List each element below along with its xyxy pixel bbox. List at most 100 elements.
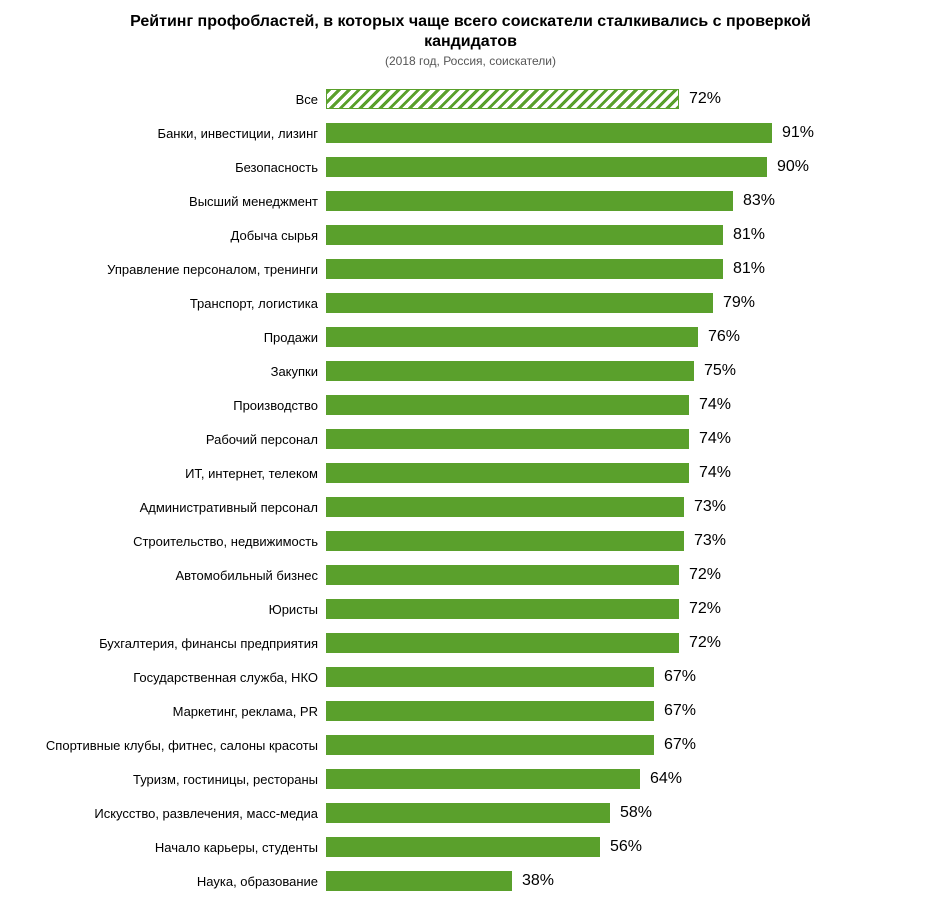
chart-row: Административный персонал 73% (18, 490, 923, 524)
chart-row: Транспорт, логистика 79% (18, 286, 923, 320)
chart-bar (326, 123, 772, 143)
chart-row-track: 72% (326, 626, 923, 660)
chart-row: Юристы72% (18, 592, 923, 626)
chart-bar (326, 395, 689, 415)
chart-row-value: 74% (699, 396, 731, 414)
chart-row-value: 72% (689, 566, 721, 584)
chart-bar (326, 871, 512, 891)
chart-row-track: 75% (326, 354, 923, 388)
chart-row-label: Транспорт, логистика (18, 296, 326, 311)
chart-row-value: 73% (694, 498, 726, 516)
chart-row-label: Наука, образование (18, 874, 326, 889)
chart-bar (326, 259, 723, 279)
chart-bar (326, 327, 698, 347)
chart-row-label: Административный персонал (18, 500, 326, 515)
chart-row-value: 83% (743, 192, 775, 210)
chart-row-label: Спортивные клубы, фитнес, салоны красоты (18, 738, 326, 753)
chart-row-track: 38% (326, 864, 923, 898)
chart-row: Спортивные клубы, фитнес, салоны красоты… (18, 728, 923, 762)
chart-row-label: Управление персоналом, тренинги (18, 262, 326, 277)
chart-row-label: Банки, инвестиции, лизинг (18, 126, 326, 141)
chart-row-label: Продажи (18, 330, 326, 345)
chart-rows: Все72%Банки, инвестиции, лизинг91%Безопа… (18, 82, 923, 898)
chart-row-value: 72% (689, 600, 721, 618)
chart-row: Государственная служба, НКО67% (18, 660, 923, 694)
chart-bar (326, 293, 713, 313)
chart-row-label: Государственная служба, НКО (18, 670, 326, 685)
chart-row-label: Автомобильный бизнес (18, 568, 326, 583)
chart-row: ИТ, интернет, телеком 74% (18, 456, 923, 490)
chart-bar (326, 361, 694, 381)
chart-row: Высший менеджмент 83% (18, 184, 923, 218)
chart-row: Безопасность 90% (18, 150, 923, 184)
chart-bar (326, 837, 600, 857)
chart-row-value: 73% (694, 532, 726, 550)
chart-row-label: Бухгалтерия, финансы предприятия (18, 636, 326, 651)
chart-row-track: 74% (326, 456, 923, 490)
chart-row-track: 64% (326, 762, 923, 796)
chart-row-track: 56% (326, 830, 923, 864)
chart-bar (326, 667, 654, 687)
chart-row-value: 72% (689, 634, 721, 652)
chart-bar (326, 225, 723, 245)
chart-row-track: 91% (326, 116, 923, 150)
chart-row: Банки, инвестиции, лизинг 91% (18, 116, 923, 150)
chart-row-label: ИТ, интернет, телеком (18, 466, 326, 481)
chart-bar (326, 803, 610, 823)
chart-row: Автомобильный бизнес 72% (18, 558, 923, 592)
chart-row-track: 72% (326, 592, 923, 626)
chart-row-value: 79% (723, 294, 755, 312)
chart-row-label: Начало карьеры, студенты (18, 840, 326, 855)
chart-bar (326, 565, 679, 585)
chart-bar-hatched (326, 89, 679, 109)
chart-row: Добыча сырья81% (18, 218, 923, 252)
chart-bar (326, 429, 689, 449)
chart-row-track: 81% (326, 252, 923, 286)
chart-row: Продажи76% (18, 320, 923, 354)
chart-row-track: 90% (326, 150, 923, 184)
chart-row: Искусство, развлечения, масс-медиа58% (18, 796, 923, 830)
chart-row-value: 58% (620, 804, 652, 822)
chart-container: Рейтинг профобластей, в которых чаще все… (0, 0, 941, 887)
chart-row-label: Высший менеджмент (18, 194, 326, 209)
chart-row-value: 74% (699, 464, 731, 482)
chart-row-track: 83% (326, 184, 923, 218)
chart-row-track: 67% (326, 660, 923, 694)
chart-row: Бухгалтерия, финансы предприятия 72% (18, 626, 923, 660)
chart-row-label: Производство (18, 398, 326, 413)
chart-row-track: 67% (326, 728, 923, 762)
chart-row-label: Все (18, 92, 326, 107)
chart-row: Начало карьеры, студенты 56% (18, 830, 923, 864)
chart-row-track: 74% (326, 422, 923, 456)
chart-title-block: Рейтинг профобластей, в которых чаще все… (18, 12, 923, 68)
chart-bar (326, 735, 654, 755)
chart-bar (326, 633, 679, 653)
chart-row-value: 90% (777, 158, 809, 176)
chart-row-track: 73% (326, 490, 923, 524)
chart-row: Все72% (18, 82, 923, 116)
chart-title-line-1: Рейтинг профобластей, в которых чаще все… (18, 12, 923, 32)
chart-row-value: 38% (522, 872, 554, 890)
chart-bar (326, 531, 684, 551)
chart-row-label: Безопасность (18, 160, 326, 175)
chart-row-track: 72% (326, 558, 923, 592)
chart-bar (326, 191, 733, 211)
chart-row-track: 74% (326, 388, 923, 422)
chart-row-value: 75% (704, 362, 736, 380)
chart-row-value: 74% (699, 430, 731, 448)
chart-row-value: 91% (782, 124, 814, 142)
chart-row: Рабочий персонал74% (18, 422, 923, 456)
chart-row-value: 64% (650, 770, 682, 788)
chart-row-track: 73% (326, 524, 923, 558)
chart-row-value: 67% (664, 736, 696, 754)
chart-row-track: 67% (326, 694, 923, 728)
chart-row: Строительство, недвижимость 73% (18, 524, 923, 558)
chart-row: Производство 74% (18, 388, 923, 422)
chart-row-label: Добыча сырья (18, 228, 326, 243)
chart-bar (326, 157, 767, 177)
chart-row-label: Строительство, недвижимость (18, 534, 326, 549)
chart-row-value: 67% (664, 702, 696, 720)
chart-bar (326, 701, 654, 721)
chart-row: Туризм, гостиницы, рестораны64% (18, 762, 923, 796)
chart-row-value: 56% (610, 838, 642, 856)
